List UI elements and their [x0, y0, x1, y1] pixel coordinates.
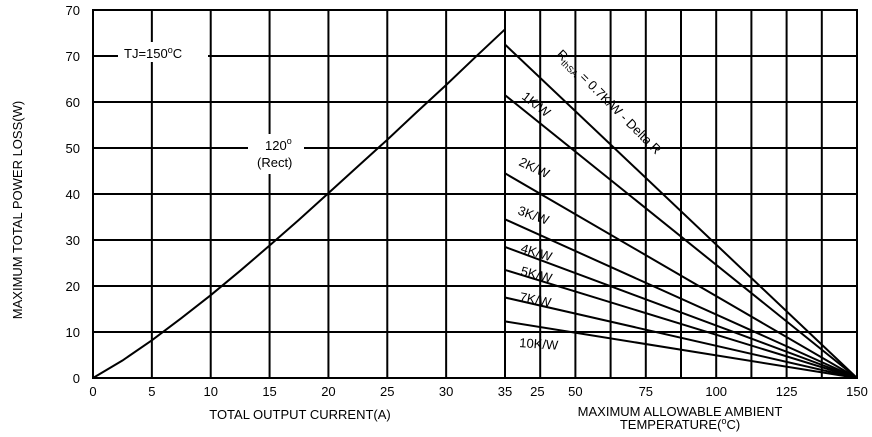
- x-axis-title-right-line2: TEMPERATURE(oC): [620, 416, 740, 432]
- series-line-right: [504, 296, 858, 379]
- label-1kw: 1K/W: [519, 89, 554, 121]
- y-tick-label: 10: [66, 325, 80, 340]
- y-tick-label: 70: [66, 3, 80, 18]
- y-axis-title: MAXIMUM TOTAL POWER LOSS(W): [10, 101, 25, 319]
- x-tick-label: 0: [89, 384, 96, 399]
- x-tick-label: 25: [530, 384, 544, 399]
- y-tick-labels: 0 10 20 30 40 50 60 70 70: [66, 3, 80, 386]
- x-tick-label: 10: [203, 384, 217, 399]
- label-4kw: 4K/W: [519, 241, 554, 265]
- x-tick-label: 30: [439, 384, 453, 399]
- x-tick-label: 15: [262, 384, 276, 399]
- series-line-right: [504, 245, 858, 379]
- x-axis-title-left: TOTAL OUTPUT CURRENT(A): [209, 407, 391, 422]
- x-axis-title-right-line1: MAXIMUM ALLOWABLE AMBIENT: [578, 404, 783, 419]
- series-line-right: [504, 94, 858, 379]
- x-tick-label: 50: [568, 384, 582, 399]
- x-tick-label: 100: [705, 384, 727, 399]
- curve-label-bg: [248, 134, 304, 174]
- tj-label-bg: [118, 42, 208, 62]
- curve-label: 120o: [265, 136, 292, 153]
- x-tick-label: 35: [498, 384, 512, 399]
- label-3kw: 3K/W: [516, 203, 552, 228]
- y-tick-label: 60: [66, 95, 80, 110]
- label-5kw: 5K/W: [519, 263, 554, 285]
- x-tick-label: 5: [148, 384, 155, 399]
- series-line-right: [504, 43, 858, 379]
- x-tick-label: 20: [321, 384, 335, 399]
- grid: [93, 10, 857, 378]
- plot-border: [92, 9, 858, 379]
- k-labels: 1K/W 2K/W 3K/W 4K/W 5K/W 7K/W 10K/W: [516, 89, 560, 353]
- tj-label: TJ=150oC: [124, 45, 182, 61]
- plot-frame: [92, 9, 858, 379]
- y-tick-label: 30: [66, 233, 80, 248]
- series-line-right: [504, 268, 858, 379]
- label-2kw: 2K/W: [517, 154, 553, 181]
- y-tick-label: 0: [73, 371, 80, 386]
- y-tick-label: 50: [66, 141, 80, 156]
- x-tick-label: 125: [776, 384, 798, 399]
- label-7kw: 7K/W: [518, 289, 553, 310]
- series-line-right: [504, 172, 858, 379]
- x-tick-label: 150: [846, 384, 868, 399]
- series-line-left: [92, 28, 506, 379]
- y-tick-label: 20: [66, 279, 80, 294]
- y-tick-label: 70: [66, 49, 80, 64]
- series-line-right: [504, 218, 858, 379]
- series-line-right: [504, 320, 858, 379]
- series-lines: [92, 28, 858, 379]
- label-10kw: 10K/W: [519, 335, 560, 353]
- y-tick-label: 40: [66, 187, 80, 202]
- x-tick-labels: 0 5 10 15 20 25 30 35 25 50 75 100 125 150: [89, 384, 867, 399]
- x-tick-label: 75: [639, 384, 653, 399]
- x-tick-label: 25: [380, 384, 394, 399]
- curve-label-sub: (Rect): [257, 155, 292, 170]
